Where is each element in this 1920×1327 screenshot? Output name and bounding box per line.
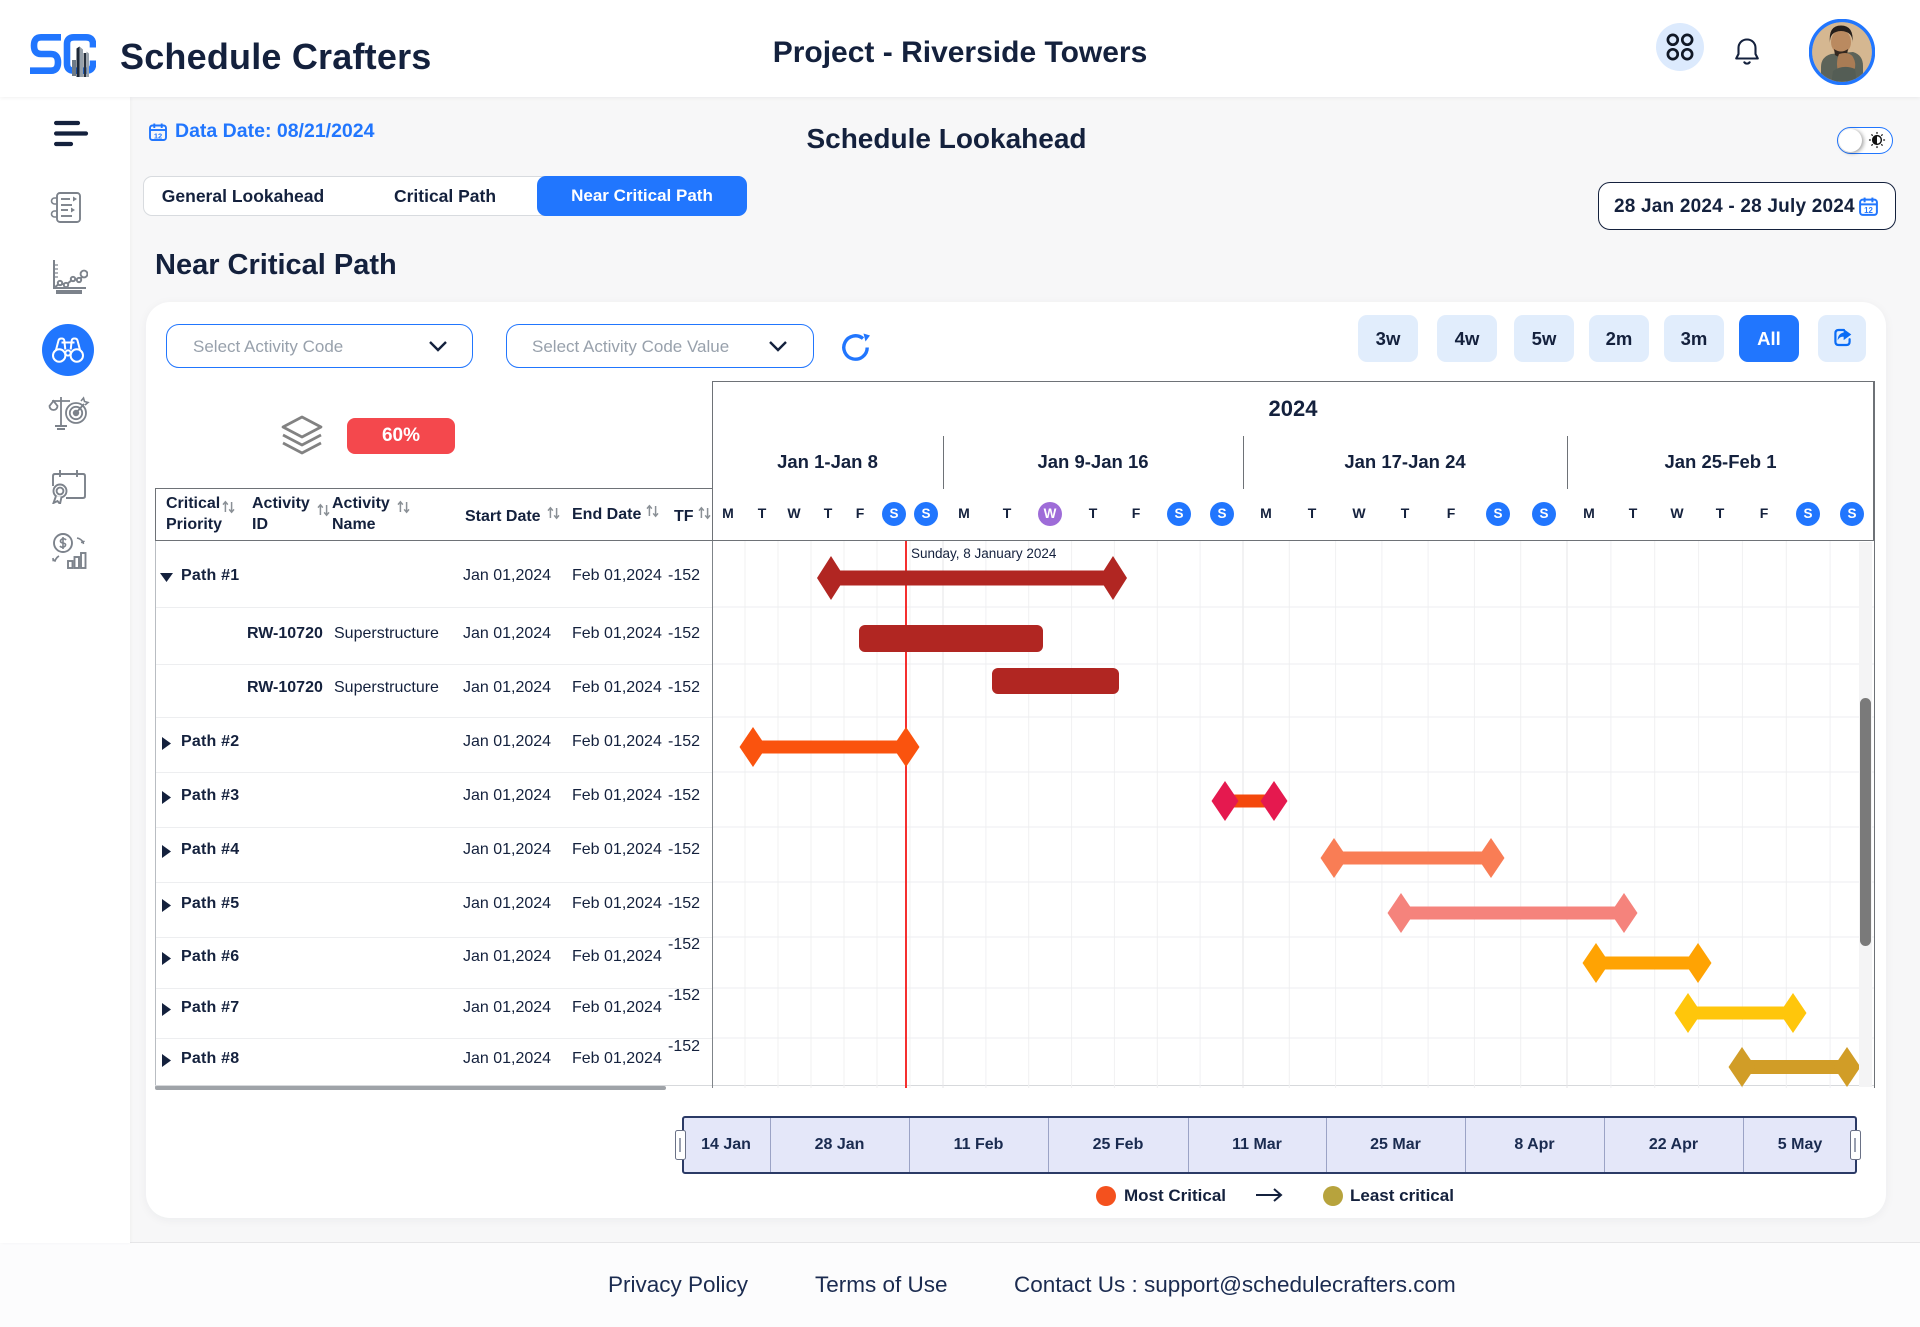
svg-text:12: 12 bbox=[1864, 206, 1873, 215]
svg-text:12: 12 bbox=[154, 131, 162, 140]
